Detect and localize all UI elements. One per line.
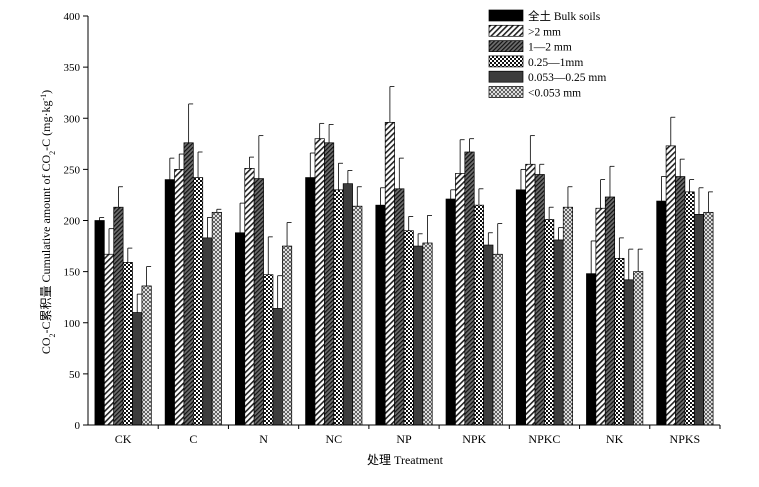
bar bbox=[693, 214, 705, 426]
legend-label: 0.25—1mm bbox=[528, 57, 583, 69]
legend-swatch bbox=[488, 24, 524, 37]
bar bbox=[403, 230, 414, 426]
bar bbox=[384, 121, 395, 426]
legend-swatch bbox=[488, 9, 524, 22]
bars-group bbox=[94, 121, 714, 426]
x-tick-label: N bbox=[259, 432, 268, 446]
bar bbox=[164, 179, 175, 426]
bar bbox=[272, 308, 283, 426]
legend-label: 全土 Bulk soils bbox=[528, 9, 601, 23]
bar bbox=[623, 279, 634, 426]
bar bbox=[375, 204, 386, 426]
bar bbox=[483, 244, 494, 426]
y-tick-label: 50 bbox=[69, 369, 81, 381]
bar bbox=[633, 271, 644, 426]
y-tick-label: 0 bbox=[75, 420, 81, 432]
y-tick-label: 400 bbox=[64, 11, 81, 23]
bar bbox=[413, 245, 424, 426]
y-tick-label: 350 bbox=[64, 62, 81, 74]
bar bbox=[544, 219, 555, 426]
bar bbox=[132, 312, 143, 426]
x-tick-label: CK bbox=[115, 432, 132, 446]
legend-label: >2 mm bbox=[528, 26, 561, 38]
y-axis-title: CO2-C累积量 Cumulative amount of CO2-C (mg·… bbox=[39, 90, 57, 354]
bar bbox=[94, 220, 105, 426]
bar bbox=[553, 239, 564, 426]
bar bbox=[656, 200, 667, 426]
bar bbox=[263, 274, 274, 426]
x-tick-label: NPKS bbox=[670, 432, 701, 446]
bar bbox=[192, 177, 204, 426]
bar bbox=[324, 142, 335, 426]
x-tick-label: NPKC bbox=[528, 432, 560, 446]
x-axis-title: 处理 Treatment bbox=[367, 453, 444, 467]
bar bbox=[595, 207, 606, 426]
bar bbox=[202, 237, 213, 426]
bar bbox=[235, 232, 246, 426]
bar bbox=[684, 191, 695, 426]
bar bbox=[113, 206, 124, 426]
x-tick-label: C bbox=[189, 432, 197, 446]
bar bbox=[534, 174, 545, 426]
bar bbox=[122, 262, 133, 426]
legend-label: <0.053 mm bbox=[528, 88, 581, 100]
legend-swatch bbox=[488, 55, 524, 68]
bar bbox=[675, 176, 686, 426]
x-tick-label: NPK bbox=[462, 432, 486, 446]
y-tick-label: 150 bbox=[64, 267, 81, 279]
bar bbox=[282, 245, 293, 426]
y-tick-label: 250 bbox=[64, 164, 81, 176]
y-tick-label: 100 bbox=[64, 318, 81, 330]
x-tick-label: NK bbox=[606, 432, 624, 446]
y-tick-label: 200 bbox=[64, 216, 81, 228]
bar bbox=[183, 142, 194, 426]
bar bbox=[604, 196, 616, 426]
x-tick-label: NC bbox=[325, 432, 342, 446]
bar bbox=[473, 204, 484, 426]
bar bbox=[422, 242, 433, 426]
bar bbox=[562, 206, 573, 426]
bar bbox=[305, 177, 316, 426]
y-tick-label: 300 bbox=[64, 113, 81, 125]
bar bbox=[333, 189, 344, 426]
bar bbox=[455, 173, 466, 426]
bar bbox=[342, 183, 353, 426]
error-bars-group bbox=[99, 86, 713, 313]
bar bbox=[174, 169, 185, 426]
bar bbox=[464, 151, 475, 426]
bar bbox=[586, 273, 597, 426]
legend-swatch bbox=[488, 70, 524, 83]
bar bbox=[394, 188, 405, 426]
bar bbox=[253, 178, 264, 426]
bar bbox=[614, 257, 625, 426]
bar bbox=[141, 285, 152, 426]
legend-swatch bbox=[488, 40, 524, 52]
axes-group: 0 50 100 150 200 250 300 350 400 CK C N NC NP NPK NPKC N… bbox=[64, 11, 721, 446]
x-tick-label: NP bbox=[396, 432, 412, 446]
bar bbox=[492, 253, 503, 426]
bar bbox=[352, 205, 363, 426]
legend-label: 0.053—0.25 mm bbox=[528, 72, 606, 84]
bar bbox=[445, 198, 456, 426]
legend-label: 1—2 mm bbox=[528, 42, 572, 54]
bar bbox=[244, 168, 255, 426]
bar bbox=[103, 253, 115, 426]
legend: 全土 Bulk soils >2 mm 1—2 mm 0.25—1mm 0.053—0.… bbox=[488, 9, 606, 100]
bar bbox=[314, 138, 325, 426]
bar bbox=[211, 211, 222, 426]
legend-swatch bbox=[488, 86, 524, 98]
bar bbox=[525, 163, 536, 426]
bar bbox=[665, 145, 676, 426]
bar bbox=[703, 211, 714, 426]
bar bbox=[515, 189, 526, 426]
